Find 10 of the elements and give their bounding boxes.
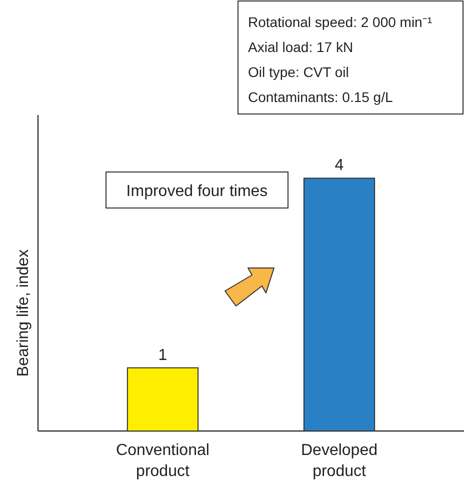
- text: Rotational speed: 2 000 min⁻¹: [248, 14, 432, 30]
- x-tick-label: Conventional product: [116, 442, 210, 480]
- text: Oil type: CVT oil: [248, 64, 349, 80]
- annotation: Improved four times: [126, 183, 268, 200]
- y-axis-title: Bearing life, index: [15, 249, 32, 377]
- data-label: 1: [158, 346, 168, 364]
- text: Axial load: 17 kN: [248, 39, 354, 55]
- data-label: 4: [334, 157, 344, 174]
- x-tick-label: Developed product: [301, 442, 378, 480]
- text: Contaminants: 0.15 g/L: [248, 89, 393, 105]
